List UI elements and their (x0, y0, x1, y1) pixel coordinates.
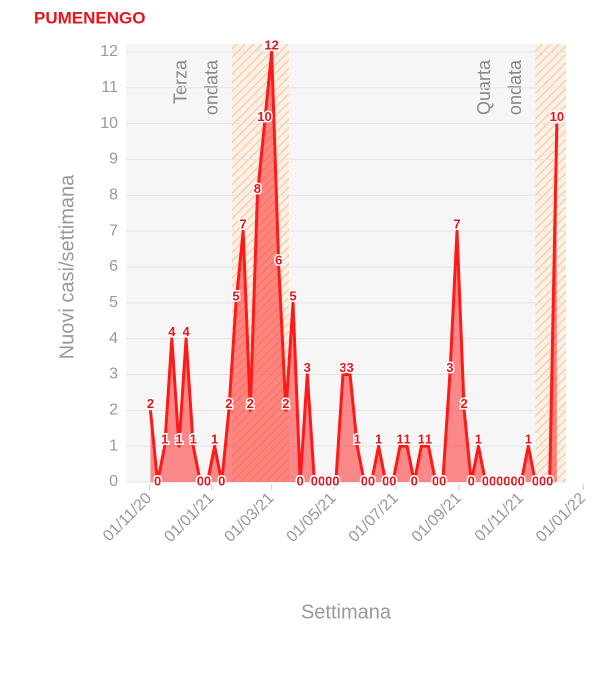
data-label: 2 (461, 396, 468, 411)
data-label: 12 (264, 37, 278, 52)
data-label: 0 (311, 473, 318, 488)
data-label: 0 (546, 473, 553, 488)
y-tick-label: 4 (109, 330, 118, 347)
data-label: 2 (282, 396, 289, 411)
y-axis-label: Nuovi casi/settimana (56, 174, 78, 359)
y-tick-label: 8 (109, 187, 118, 204)
data-label: 0 (411, 473, 418, 488)
wave-label: ondata (202, 59, 222, 115)
wave-label: Quarta (474, 59, 494, 115)
data-label: 0 (382, 473, 389, 488)
x-tick-label: 01/01/22 (533, 490, 589, 546)
series-line (148, 50, 559, 484)
y-tick-label: 2 (109, 402, 118, 419)
y-tick-label: 3 (109, 366, 118, 383)
data-label: 3 (346, 360, 353, 375)
data-label: 3 (446, 360, 453, 375)
data-label: 10 (257, 109, 271, 124)
x-tick-label: 01/01/21 (161, 490, 217, 546)
chart-title: PUMENENGO (34, 8, 145, 27)
data-label: 0 (361, 473, 368, 488)
data-label: 0 (368, 473, 375, 488)
wave-label: Terza (171, 59, 191, 104)
data-label: 5 (289, 288, 296, 303)
data-label: 6 (275, 252, 282, 267)
data-label: 0 (496, 473, 503, 488)
data-label: 2 (147, 396, 154, 411)
data-label: 7 (240, 217, 247, 232)
data-label: 0 (197, 473, 204, 488)
x-tick-label: 01/11/20 (100, 490, 155, 545)
y-tick-label: 0 (109, 473, 118, 490)
x-tick-label: 01/11/21 (472, 490, 527, 545)
x-tick-label: 01/09/21 (409, 490, 465, 546)
data-label: 4 (168, 324, 176, 339)
data-label: 3 (339, 360, 346, 375)
data-label: 0 (518, 473, 525, 488)
y-tick-label: 12 (100, 43, 118, 60)
data-label: 0 (432, 473, 439, 488)
data-label: 0 (204, 473, 211, 488)
y-tick-label: 1 (109, 437, 118, 454)
x-tick-label: 01/03/21 (221, 490, 277, 546)
data-label: 0 (489, 473, 496, 488)
data-label: 0 (332, 473, 339, 488)
data-label: 1 (211, 432, 218, 447)
data-label: 0 (503, 473, 510, 488)
data-label: 7 (453, 217, 460, 232)
data-label: 0 (154, 473, 161, 488)
data-label: 0 (218, 473, 225, 488)
data-label: 8 (254, 181, 261, 196)
x-tick-label: 01/05/21 (284, 490, 340, 546)
data-label: 1 (418, 432, 425, 447)
data-label: 0 (510, 473, 517, 488)
y-tick-label: 5 (109, 294, 118, 311)
x-axis-label: Settimana (301, 601, 392, 623)
data-label: 2 (247, 396, 254, 411)
data-label: 0 (318, 473, 325, 488)
data-label: 10 (550, 109, 564, 124)
data-label: 0 (482, 473, 489, 488)
y-tick-label: 6 (109, 258, 118, 275)
data-label: 3 (304, 360, 311, 375)
data-label: 0 (468, 473, 475, 488)
data-label: 1 (475, 432, 482, 447)
data-label: 1 (175, 432, 182, 447)
data-label: 0 (325, 473, 332, 488)
data-label: 0 (539, 473, 546, 488)
data-label: 1 (403, 432, 410, 447)
data-label: 1 (375, 432, 382, 447)
data-label: 1 (190, 432, 197, 447)
data-label: 1 (525, 432, 532, 447)
x-tick-label: 01/07/21 (346, 490, 402, 546)
y-tick-label: 11 (101, 79, 118, 96)
data-label: 2 (225, 396, 232, 411)
data-label: 1 (354, 432, 361, 447)
y-tick-label: 9 (109, 151, 118, 168)
data-label: 1 (425, 432, 432, 447)
data-label: 1 (396, 432, 403, 447)
data-label: 0 (532, 473, 539, 488)
data-label: 1 (161, 432, 168, 447)
data-label: 0 (297, 473, 304, 488)
data-label: 0 (389, 473, 396, 488)
data-label: 0 (439, 473, 446, 488)
data-label: 4 (182, 324, 190, 339)
wave-label: ondata (505, 59, 525, 115)
y-tick-label: 7 (109, 222, 118, 239)
data-label: 5 (232, 288, 239, 303)
y-tick-label: 10 (100, 115, 118, 132)
